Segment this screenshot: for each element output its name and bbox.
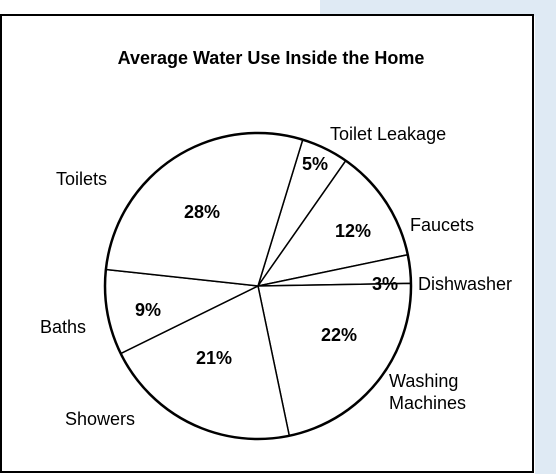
pie-outline <box>103 131 413 441</box>
slice-value-baths: 9% <box>135 300 161 320</box>
slice-label-faucets: Faucets <box>410 215 474 235</box>
slice-value-showers: 21% <box>196 348 232 368</box>
background-band-top <box>320 0 556 16</box>
pie-slices <box>104 132 412 440</box>
slice-label-baths: Baths <box>40 317 86 337</box>
slice-value-dishwasher: 3% <box>372 274 398 294</box>
slice-value-faucets: 12% <box>335 221 371 241</box>
background-band-right <box>535 16 556 474</box>
slice-value-toilet-leakage: 5% <box>302 154 328 174</box>
slice-label-washing-machines: Washing Machines <box>389 371 466 413</box>
slice-label-showers: Showers <box>65 409 135 429</box>
slice-label-dishwasher: Dishwasher <box>418 274 512 294</box>
slice-value-toilets: 28% <box>184 202 220 222</box>
slice-value-washing-machines: 22% <box>321 325 357 345</box>
slice-label-toilets: Toilets <box>56 169 107 189</box>
slice-label-toilet-leakage: Toilet Leakage <box>330 124 446 144</box>
chart-title: Average Water Use Inside the Home <box>118 48 425 68</box>
